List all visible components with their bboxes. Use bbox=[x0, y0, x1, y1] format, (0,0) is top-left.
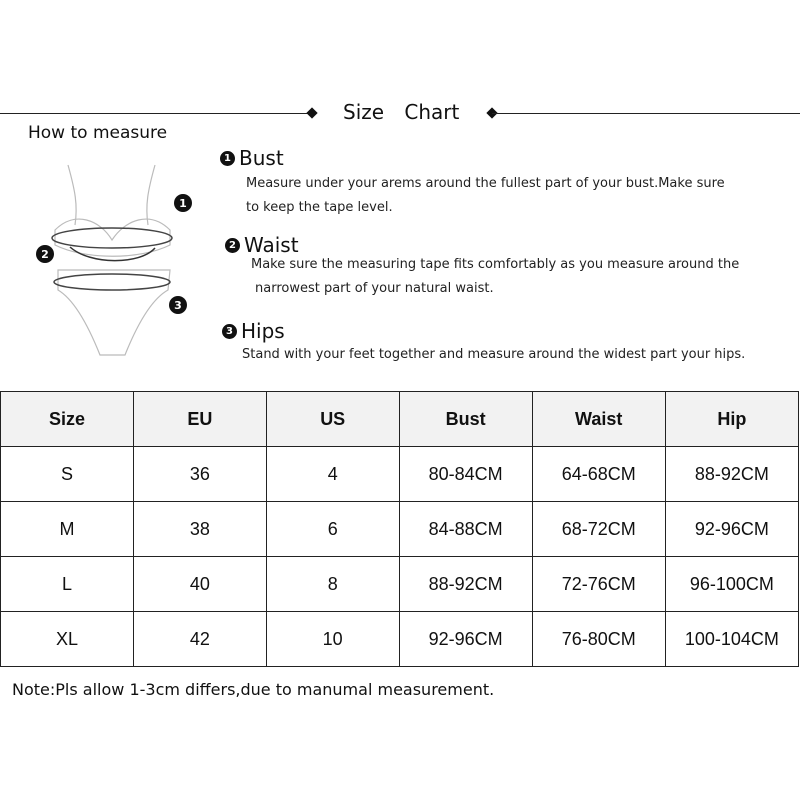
table-cell: 72-76CM bbox=[531, 556, 666, 612]
header-bust: Bust bbox=[398, 391, 533, 447]
table-cell: 38 bbox=[132, 501, 267, 557]
table-cell: S bbox=[0, 446, 134, 502]
svg-text:3: 3 bbox=[174, 299, 182, 312]
section-title: Hips bbox=[241, 319, 285, 343]
table-row: L 40 8 88-92CM 72-76CM 96-100CM bbox=[0, 556, 800, 612]
table-cell: 10 bbox=[265, 611, 400, 667]
header-waist: Waist bbox=[531, 391, 666, 447]
marker-3-icon: 3 bbox=[169, 296, 187, 314]
title-rule-left bbox=[0, 113, 312, 114]
hip-tape bbox=[53, 273, 171, 291]
section-desc-line: to keep the tape level. bbox=[246, 200, 393, 215]
table-cell: 64-68CM bbox=[531, 446, 666, 502]
table-cell: M bbox=[0, 501, 134, 557]
size-table: Size EU US Bust Waist Hip S 36 4 80-84CM 64-… bbox=[0, 391, 800, 667]
section-waist: 2 Waist Make sure the measuring tape fits… bbox=[225, 233, 739, 301]
waist-tape bbox=[69, 246, 156, 262]
section-bust: 1 Bust Measure under your arems around th… bbox=[220, 146, 725, 220]
table-cell: 6 bbox=[265, 501, 400, 557]
header-size: Size bbox=[0, 391, 134, 447]
svg-text:1: 1 bbox=[179, 197, 187, 210]
section-desc-line: narrowest part of your natural waist. bbox=[255, 281, 494, 296]
note-text: Note:Pls allow 1-3cm differs,due to manu… bbox=[12, 680, 495, 699]
svg-text:2: 2 bbox=[41, 248, 49, 261]
marker-1-icon: 1 bbox=[174, 194, 192, 212]
table-cell: 88-92CM bbox=[664, 446, 800, 502]
table-cell: 84-88CM bbox=[398, 501, 533, 557]
section-title: Waist bbox=[244, 233, 299, 257]
table-cell: 36 bbox=[132, 446, 267, 502]
table-cell: 100-104CM bbox=[664, 611, 800, 667]
bust-tape bbox=[51, 227, 173, 249]
bikini-diagram: 1 2 3 bbox=[36, 164, 192, 356]
header-hip: Hip bbox=[664, 391, 800, 447]
number-1-icon: 1 bbox=[220, 150, 235, 166]
table-row: M 38 6 84-88CM 68-72CM 92-96CM bbox=[0, 501, 800, 557]
table-cell: 68-72CM bbox=[531, 501, 666, 557]
section-title: Bust bbox=[239, 146, 284, 170]
how-to-measure-label: How to measure bbox=[28, 123, 168, 143]
table-cell: 40 bbox=[132, 556, 267, 612]
title-rule-right bbox=[492, 113, 800, 114]
table-cell: 4 bbox=[265, 446, 400, 502]
table-cell: 96-100CM bbox=[664, 556, 800, 612]
table-cell: 88-92CM bbox=[398, 556, 533, 612]
table-cell: 92-96CM bbox=[664, 501, 800, 557]
header-eu: EU bbox=[132, 391, 267, 447]
number-3-icon: 3 bbox=[222, 323, 237, 339]
table-cell: 76-80CM bbox=[531, 611, 666, 667]
table-cell: 80-84CM bbox=[398, 446, 533, 502]
table-header-row: Size EU US Bust Waist Hip bbox=[0, 391, 800, 447]
number-2-icon: 2 bbox=[225, 237, 240, 253]
section-desc-line: Measure under your arems around the full… bbox=[246, 176, 725, 191]
table-cell: 42 bbox=[132, 611, 267, 667]
table-row: S 36 4 80-84CM 64-68CM 88-92CM bbox=[0, 446, 800, 502]
table-cell: 8 bbox=[265, 556, 400, 612]
marker-2-icon: 2 bbox=[36, 245, 54, 263]
table-cell: 92-96CM bbox=[398, 611, 533, 667]
section-hips: 3 Hips Stand with your feet together and … bbox=[222, 319, 745, 367]
header-us: US bbox=[265, 391, 400, 447]
table-row: XL 42 10 92-96CM 76-80CM 100-104CM bbox=[0, 611, 800, 667]
page-title: Size Chart bbox=[343, 100, 460, 124]
diamond-left-icon bbox=[306, 107, 318, 119]
table-cell: L bbox=[0, 556, 134, 612]
section-desc-line: Stand with your feet together and measur… bbox=[242, 347, 746, 362]
table-cell: XL bbox=[0, 611, 134, 667]
section-desc-line: Make sure the measuring tape fits comfor… bbox=[251, 257, 740, 272]
